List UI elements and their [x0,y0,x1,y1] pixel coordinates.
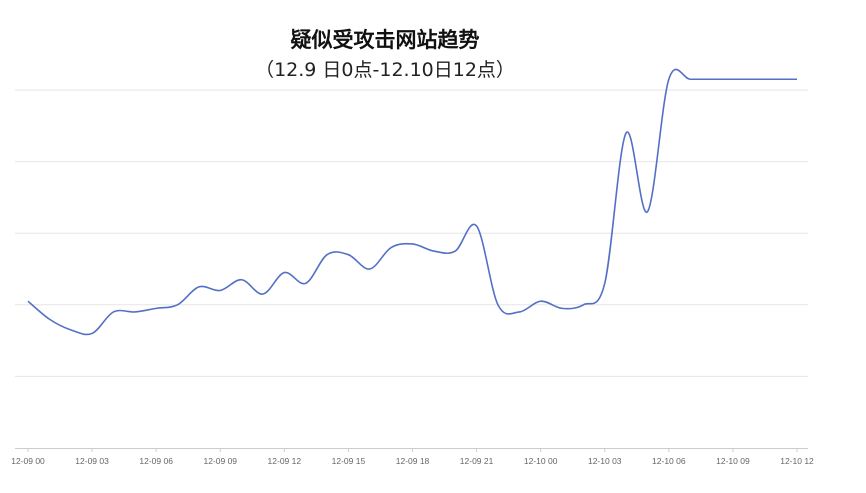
series-line [27,68,797,336]
chart-subtitle: （12.9 日0点-12.10日12点） [255,59,515,81]
x-tick-label: 12-09 12 [268,456,302,466]
x-tick-label: 12-09 09 [203,456,237,466]
x-tick-label: 12-09 15 [332,456,366,466]
x-tick-label: 12-10 00 [524,456,558,466]
x-axis: 12-09 00 12-09 03 12-09 06 12-09 09 12-09 12… [11,448,814,466]
gridlines [15,89,808,377]
x-tick-label: 12-09 21 [460,456,494,466]
x-tick-label: 12-10 09 [716,456,750,466]
chart-title: 疑似受攻击网站趋势 [291,28,480,52]
x-tick-label: 12-09 00 [11,456,45,466]
x-tick-label: 12-10 03 [588,456,622,466]
x-tick-label: 12-09 18 [396,456,430,466]
series-layer [27,68,797,336]
x-tick-label: 12-09 03 [75,456,109,466]
x-tick-label: 12-10 12 [780,456,814,466]
x-tick-label: 12-09 06 [139,456,173,466]
x-tick-label: 12-10 06 [652,456,686,466]
